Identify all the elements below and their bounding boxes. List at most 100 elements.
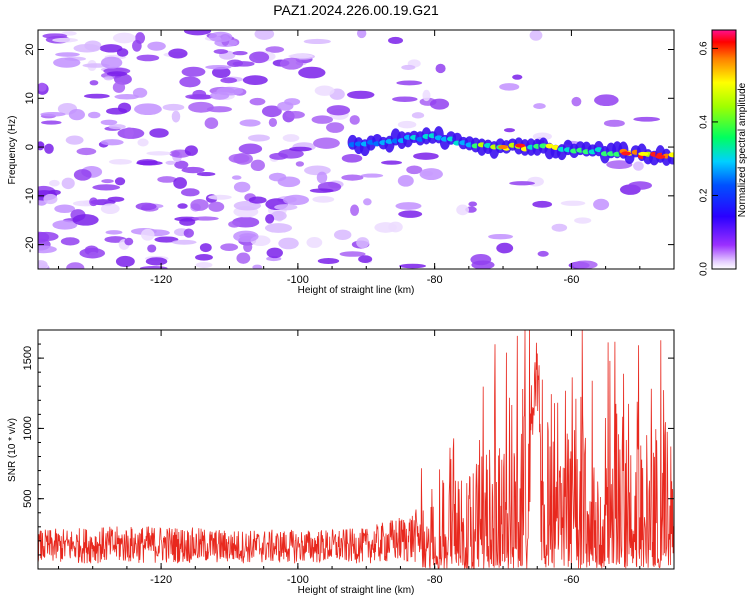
snr-y-tick-label: 1500 bbox=[22, 346, 34, 370]
heatmap-cell bbox=[103, 76, 114, 81]
spectrogram-y-ticks: -20 -10 0 10 20 bbox=[24, 43, 674, 253]
snr-x-label: Height of straight line (km) bbox=[298, 585, 415, 596]
heatmap-cell bbox=[350, 204, 360, 216]
heatmap-cell bbox=[333, 229, 352, 241]
heatmap-cell bbox=[184, 145, 198, 156]
heatmap-cell bbox=[512, 74, 523, 80]
heatmap-cell bbox=[266, 247, 283, 259]
heatmap-cell bbox=[358, 255, 373, 264]
heatmap-cell bbox=[61, 31, 77, 36]
heatmap-cell bbox=[499, 83, 520, 91]
snr-y-ticks: 500 1000 1500 bbox=[22, 343, 674, 556]
heatmap-cell bbox=[311, 115, 333, 124]
heatmap-cell bbox=[162, 103, 185, 111]
heatmap-cell bbox=[179, 218, 196, 226]
heatmap-cell bbox=[249, 97, 266, 106]
heatmap-cell bbox=[208, 194, 232, 200]
heatmap-cell bbox=[136, 54, 160, 62]
heatmap-cell bbox=[183, 228, 194, 238]
heatmap-cell bbox=[89, 80, 99, 86]
heatmap-cell bbox=[101, 179, 114, 184]
snr-series-line bbox=[38, 330, 674, 569]
heatmap-cell bbox=[40, 111, 66, 117]
heatmap-cell bbox=[496, 242, 514, 254]
heatmap-cell bbox=[177, 203, 188, 209]
heatmap-cell bbox=[232, 51, 248, 56]
heatmap-cell bbox=[52, 220, 78, 230]
heatmap-cell bbox=[413, 152, 439, 160]
figure-title: PAZ1.2024.226.00.19.G21 bbox=[273, 2, 439, 18]
colorbar-tick-label: 0.6 bbox=[699, 41, 710, 55]
heatmap-cell bbox=[106, 71, 128, 77]
heatmap-cell bbox=[136, 159, 158, 166]
heatmap-cell bbox=[38, 82, 47, 92]
heatmap-cell bbox=[265, 46, 285, 53]
heatmap-cell bbox=[503, 128, 516, 133]
heatmap-cell bbox=[87, 111, 101, 119]
heatmap-cell bbox=[55, 52, 80, 57]
heatmap-cell bbox=[633, 116, 661, 122]
heatmap-cell bbox=[247, 134, 270, 142]
heatmap-cell bbox=[306, 236, 323, 248]
heatmap-cell bbox=[137, 138, 149, 147]
spectrogram-y-tick-label: -10 bbox=[24, 188, 36, 204]
heatmap-cell bbox=[261, 105, 282, 118]
heatmap-cell bbox=[312, 196, 335, 203]
heatmap-cell bbox=[171, 239, 197, 245]
spectrogram-x-tick-label: -80 bbox=[427, 274, 443, 286]
heatmap-peak bbox=[638, 151, 649, 156]
heatmap-cell bbox=[326, 105, 351, 116]
heatmap-cell bbox=[571, 96, 582, 107]
heatmap-cell bbox=[277, 176, 301, 188]
heatmap-cell bbox=[216, 86, 244, 96]
heatmap-cell bbox=[242, 75, 268, 85]
heatmap-cell bbox=[456, 204, 470, 216]
heatmap-cell bbox=[76, 147, 97, 156]
heatmap-cell bbox=[41, 120, 62, 125]
spectrogram-x-tick-label: -60 bbox=[563, 274, 579, 286]
heatmap-cell bbox=[168, 48, 188, 59]
heatmap-cell bbox=[191, 216, 219, 221]
heatmap-cell bbox=[341, 154, 363, 163]
heatmap-cell bbox=[157, 176, 177, 183]
heatmap-cell bbox=[135, 202, 157, 211]
heatmap-cell bbox=[360, 173, 384, 178]
heatmap-cell bbox=[313, 137, 340, 149]
snr-x-tick-label: -80 bbox=[427, 574, 443, 586]
heatmap-cell bbox=[204, 117, 219, 129]
heatmap-cell bbox=[117, 102, 132, 113]
heatmap-cell bbox=[285, 110, 305, 119]
heatmap-cell bbox=[468, 201, 478, 207]
colorbar-tick-label: 0.0 bbox=[699, 262, 710, 276]
heatmap-cell bbox=[532, 200, 553, 208]
heatmap-cell bbox=[49, 179, 60, 187]
heatmap-cell bbox=[147, 244, 157, 253]
heatmap-cell bbox=[326, 122, 345, 133]
heatmap-cell bbox=[316, 171, 328, 184]
heatmap-cell bbox=[396, 80, 423, 86]
heatmap-cell bbox=[349, 115, 360, 125]
heatmap-cell bbox=[429, 98, 450, 110]
spectrogram-x-ticks: -120 -100 -80 -60 bbox=[58, 30, 675, 286]
snr-y-label: SNR (10 * v/v) bbox=[7, 418, 18, 482]
heatmap-cell bbox=[199, 243, 212, 253]
heatmap-peak bbox=[655, 154, 666, 159]
heatmap-cell bbox=[419, 168, 443, 181]
heatmap-cell bbox=[174, 160, 189, 169]
heatmap-ridge-core bbox=[545, 143, 554, 149]
heatmap-cell bbox=[268, 117, 278, 127]
heatmap-cell bbox=[220, 243, 239, 251]
heatmap-cell bbox=[100, 119, 118, 126]
heatmap-cell bbox=[73, 43, 101, 53]
colorbar-gradient bbox=[711, 29, 737, 270]
heatmap-cell bbox=[60, 237, 80, 246]
heatmap-cell bbox=[188, 101, 214, 113]
heatmap-cell bbox=[44, 143, 54, 154]
heatmap-cell bbox=[509, 181, 536, 186]
heatmap-cell bbox=[411, 112, 425, 119]
heatmap-cell bbox=[53, 57, 81, 68]
spectrogram-y-tick-label: 10 bbox=[24, 92, 36, 104]
heatmap-cell bbox=[356, 30, 367, 39]
spectrogram-heatmap bbox=[38, 30, 674, 269]
heatmap-peak bbox=[498, 145, 509, 150]
